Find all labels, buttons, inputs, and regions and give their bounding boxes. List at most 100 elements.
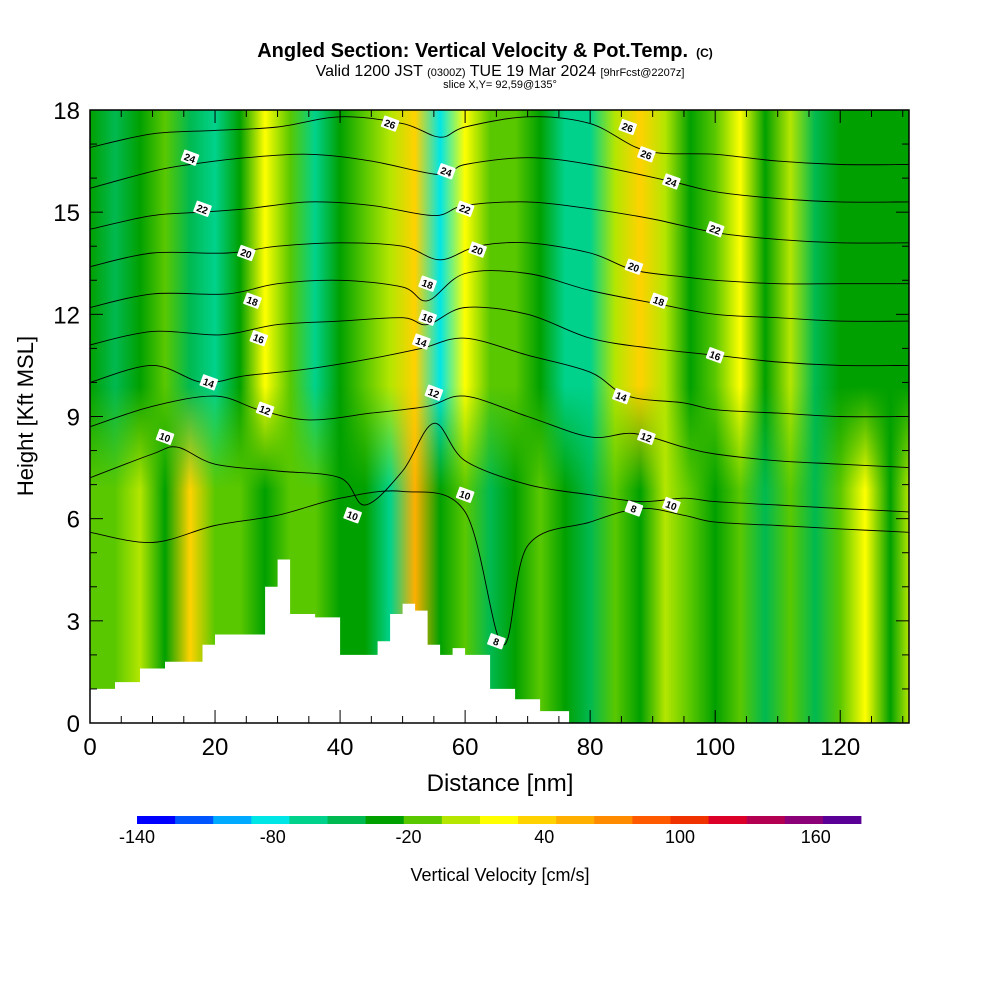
isentrope-label: 10 (662, 496, 681, 514)
colorbar-swatch (556, 816, 595, 824)
svg-text:14: 14 (201, 377, 216, 391)
svg-text:26: 26 (620, 121, 635, 135)
x-tick-label: 120 (820, 734, 860, 761)
isentrope-label: 20 (237, 244, 256, 262)
svg-text:24: 24 (664, 176, 679, 190)
svg-text:12: 12 (426, 387, 441, 401)
svg-text:10: 10 (664, 499, 679, 513)
svg-text:18: 18 (245, 295, 260, 309)
svg-text:16: 16 (251, 333, 266, 347)
isentrope-label: 10 (155, 428, 175, 446)
isentrope-label: 18 (418, 275, 437, 292)
isentrope-label: 10 (343, 507, 362, 524)
isentrope-label: 14 (199, 374, 219, 391)
colorbar-tick-label: 40 (534, 827, 554, 847)
svg-text:12: 12 (257, 404, 272, 418)
isentrope-label: 26 (380, 115, 400, 132)
chart-title-main: Angled Section: Vertical Velocity & Pot.… (257, 40, 688, 62)
colorbar-swatch (479, 816, 519, 824)
y-tick-label: 18 (53, 98, 80, 125)
isentrope-label: 18 (243, 292, 262, 309)
plot-area: 24 22 20 18 16 14 12 10 26 24 22 20 18 16 14 12 10 10 8 26 2… (90, 110, 909, 723)
svg-text:20: 20 (470, 244, 485, 258)
colorbar-tick-label: -140 (119, 827, 155, 847)
slice-label: slice X,Y= 92,59@135° (443, 79, 557, 91)
colorbar-tick-label: 160 (801, 827, 831, 847)
isentrope-label: 22 (705, 221, 725, 238)
isentrope-label: 14 (612, 388, 631, 405)
x-tick-label: 40 (327, 734, 354, 761)
isentrope-label: 8 (624, 500, 644, 517)
svg-text:18: 18 (420, 278, 435, 292)
y-tick-label: 9 (67, 405, 80, 432)
isentrope-label: 20 (624, 258, 644, 275)
isentrope-label: 12 (255, 401, 275, 418)
isentrope-label: 26 (637, 146, 656, 163)
svg-text:20: 20 (626, 261, 641, 275)
svg-text:10: 10 (157, 431, 172, 445)
colorbar-swatch (822, 816, 862, 824)
x-tick-label: 100 (695, 734, 735, 761)
isentrope-14 (90, 337, 909, 418)
svg-text:24: 24 (439, 166, 454, 180)
colorbar-swatch (784, 816, 824, 824)
svg-text:10: 10 (457, 489, 472, 503)
isentrope-label: 22 (455, 200, 475, 217)
colorbar-swatch (137, 816, 176, 824)
isentrope-label: 18 (649, 292, 669, 309)
colorbar-swatch (708, 816, 748, 824)
isentrope-26 (90, 116, 909, 166)
isentrope-label: 22 (193, 200, 212, 217)
isentrope-18 (90, 270, 909, 322)
svg-text:8: 8 (491, 637, 500, 649)
isentrope-label: 24 (180, 149, 200, 166)
chart-subtitle: Valid 1200 JST (0300Z) TUE 19 Mar 2024 [… (316, 63, 685, 80)
colorbar-swatch (365, 816, 405, 824)
colorbar-swatch (518, 816, 557, 824)
y-axis-label: Height [Kft MSL] (13, 336, 38, 496)
isentrope-label: 16 (249, 330, 269, 347)
isentrope-label: 20 (468, 241, 487, 258)
colorbar-swatch (327, 816, 367, 824)
svg-text:16: 16 (420, 312, 435, 326)
colorbar-tick-label: -80 (260, 827, 286, 847)
colorbar-swatch (632, 816, 671, 824)
svg-text:22: 22 (708, 224, 723, 238)
svg-text:16: 16 (708, 350, 723, 364)
isentrope-8 (90, 490, 909, 646)
isentrope-label: 24 (662, 173, 681, 190)
svg-text:14: 14 (414, 336, 429, 350)
colorbar-swatch (289, 816, 328, 824)
isentrope-12 (90, 395, 909, 469)
colorbar-swatch (251, 816, 290, 824)
svg-text:20: 20 (239, 247, 254, 261)
y-tick-label: 3 (67, 609, 80, 636)
colorbar-label: Vertical Velocity [cm/s] (410, 865, 589, 885)
colorbar-tick-label: 100 (665, 827, 695, 847)
colorbar-swatch (441, 816, 481, 824)
isentrope-24 (90, 153, 909, 203)
y-tick-label: 12 (53, 302, 80, 329)
svg-text:12: 12 (639, 431, 654, 445)
svg-text:18: 18 (651, 295, 666, 309)
x-tick-label: 0 (83, 734, 96, 761)
y-tick-label: 15 (53, 200, 80, 227)
colorbar-swatch (213, 816, 252, 824)
colorbar-swatch (670, 816, 709, 824)
colorbar: -140 -80 -20 40 100 160 (119, 816, 862, 847)
isentrope-label: 8 (487, 633, 506, 650)
isentrope-label: 24 (437, 163, 456, 180)
x-tick-label: 60 (452, 734, 479, 761)
isentrope-label: 26 (618, 118, 637, 136)
colorbar-swatch (746, 816, 786, 824)
isentrope-label: 12 (637, 428, 656, 446)
svg-text:14: 14 (614, 390, 629, 404)
isentrope-label: 12 (424, 384, 444, 401)
svg-text:22: 22 (457, 203, 472, 217)
subtitle-valid: Valid 1200 JST (316, 63, 424, 80)
subtitle-utc: (0300Z) (427, 67, 466, 79)
colorbar-swatch (403, 816, 443, 824)
colorbar-swatch (594, 816, 633, 824)
x-axis-label: Distance [nm] (427, 770, 574, 797)
